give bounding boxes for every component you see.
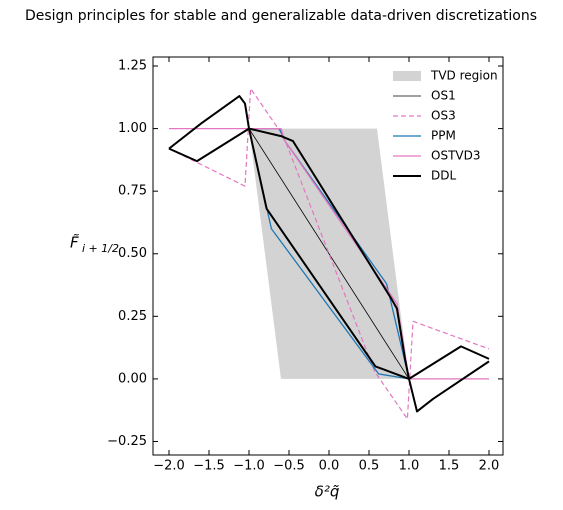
x-tick-label: 0.0 xyxy=(319,459,340,474)
y-tick-label: 1.25 xyxy=(118,59,147,74)
chart-title: Design principles for stable and general… xyxy=(25,8,537,24)
y-axis-label-subscript: i + 1/2 xyxy=(82,242,119,255)
x-tick-label: 1.0 xyxy=(399,459,420,474)
legend-label: PPM xyxy=(431,129,456,143)
series-line xyxy=(248,128,410,380)
x-tick-label: −2.0 xyxy=(153,459,185,474)
y-tick-label: 0.50 xyxy=(118,246,147,261)
x-tick-label: 2.0 xyxy=(479,459,500,474)
x-tick-label: −1.5 xyxy=(193,459,225,474)
x-tick-label: 1.5 xyxy=(439,459,460,474)
x-tick-label: −0.5 xyxy=(273,459,305,474)
legend-label: OS3 xyxy=(431,109,456,123)
x-tick-label: 0.5 xyxy=(359,459,380,474)
series-line xyxy=(248,127,410,380)
series-line xyxy=(168,95,490,413)
legend-label: OSTVD3 xyxy=(431,149,480,163)
y-tick-label: 0.25 xyxy=(118,309,147,324)
legend-label: OS1 xyxy=(431,89,456,103)
y-tick-label: 0.75 xyxy=(118,184,147,199)
y-tick-label: 0.00 xyxy=(118,371,147,386)
legend-label: TVD region xyxy=(430,69,498,83)
y-tick-label: −0.25 xyxy=(107,434,147,449)
x-axis-label: δ²q̃ xyxy=(315,483,340,501)
legend-swatch xyxy=(393,71,421,81)
legend-label: DDL xyxy=(431,169,456,183)
y-tick-label: 1.00 xyxy=(118,121,147,136)
axes-frame xyxy=(152,56,504,456)
plot-area xyxy=(168,87,490,420)
y-axis-label: F̃ xyxy=(70,233,80,252)
x-tick-label: −1.0 xyxy=(233,459,265,474)
